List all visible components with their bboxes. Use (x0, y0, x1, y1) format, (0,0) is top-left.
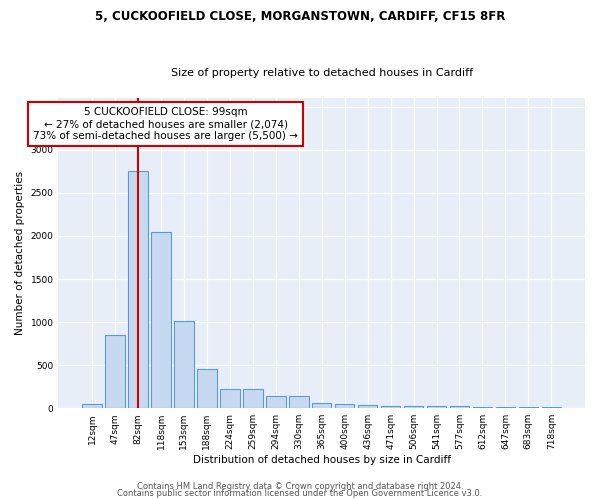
Text: Contains HM Land Registry data © Crown copyright and database right 2024.: Contains HM Land Registry data © Crown c… (137, 482, 463, 491)
Bar (220, 390, 239, 408)
Bar (427, 406, 446, 408)
Y-axis label: Number of detached properties: Number of detached properties (15, 171, 25, 336)
Bar (128, 172, 148, 408)
Bar (106, 335, 125, 408)
Bar (151, 232, 171, 408)
Bar (243, 390, 263, 408)
Bar (450, 406, 469, 408)
Bar (174, 321, 194, 408)
X-axis label: Distribution of detached houses by size in Cardiff: Distribution of detached houses by size … (193, 455, 451, 465)
Bar (197, 370, 217, 408)
Bar (358, 405, 377, 408)
Bar (312, 404, 331, 408)
Bar (82, 404, 102, 408)
Title: Size of property relative to detached houses in Cardiff: Size of property relative to detached ho… (170, 68, 473, 78)
Text: 5 CUCKOOFIELD CLOSE: 99sqm
← 27% of detached houses are smaller (2,074)
73% of s: 5 CUCKOOFIELD CLOSE: 99sqm ← 27% of deta… (33, 108, 298, 140)
Bar (404, 406, 424, 408)
Text: 5, CUCKOOFIELD CLOSE, MORGANSTOWN, CARDIFF, CF15 8FR: 5, CUCKOOFIELD CLOSE, MORGANSTOWN, CARDI… (95, 10, 505, 23)
Bar (335, 404, 355, 408)
Bar (381, 406, 400, 408)
Bar (289, 396, 308, 408)
Bar (266, 396, 286, 408)
Text: Contains public sector information licensed under the Open Government Licence v3: Contains public sector information licen… (118, 489, 482, 498)
